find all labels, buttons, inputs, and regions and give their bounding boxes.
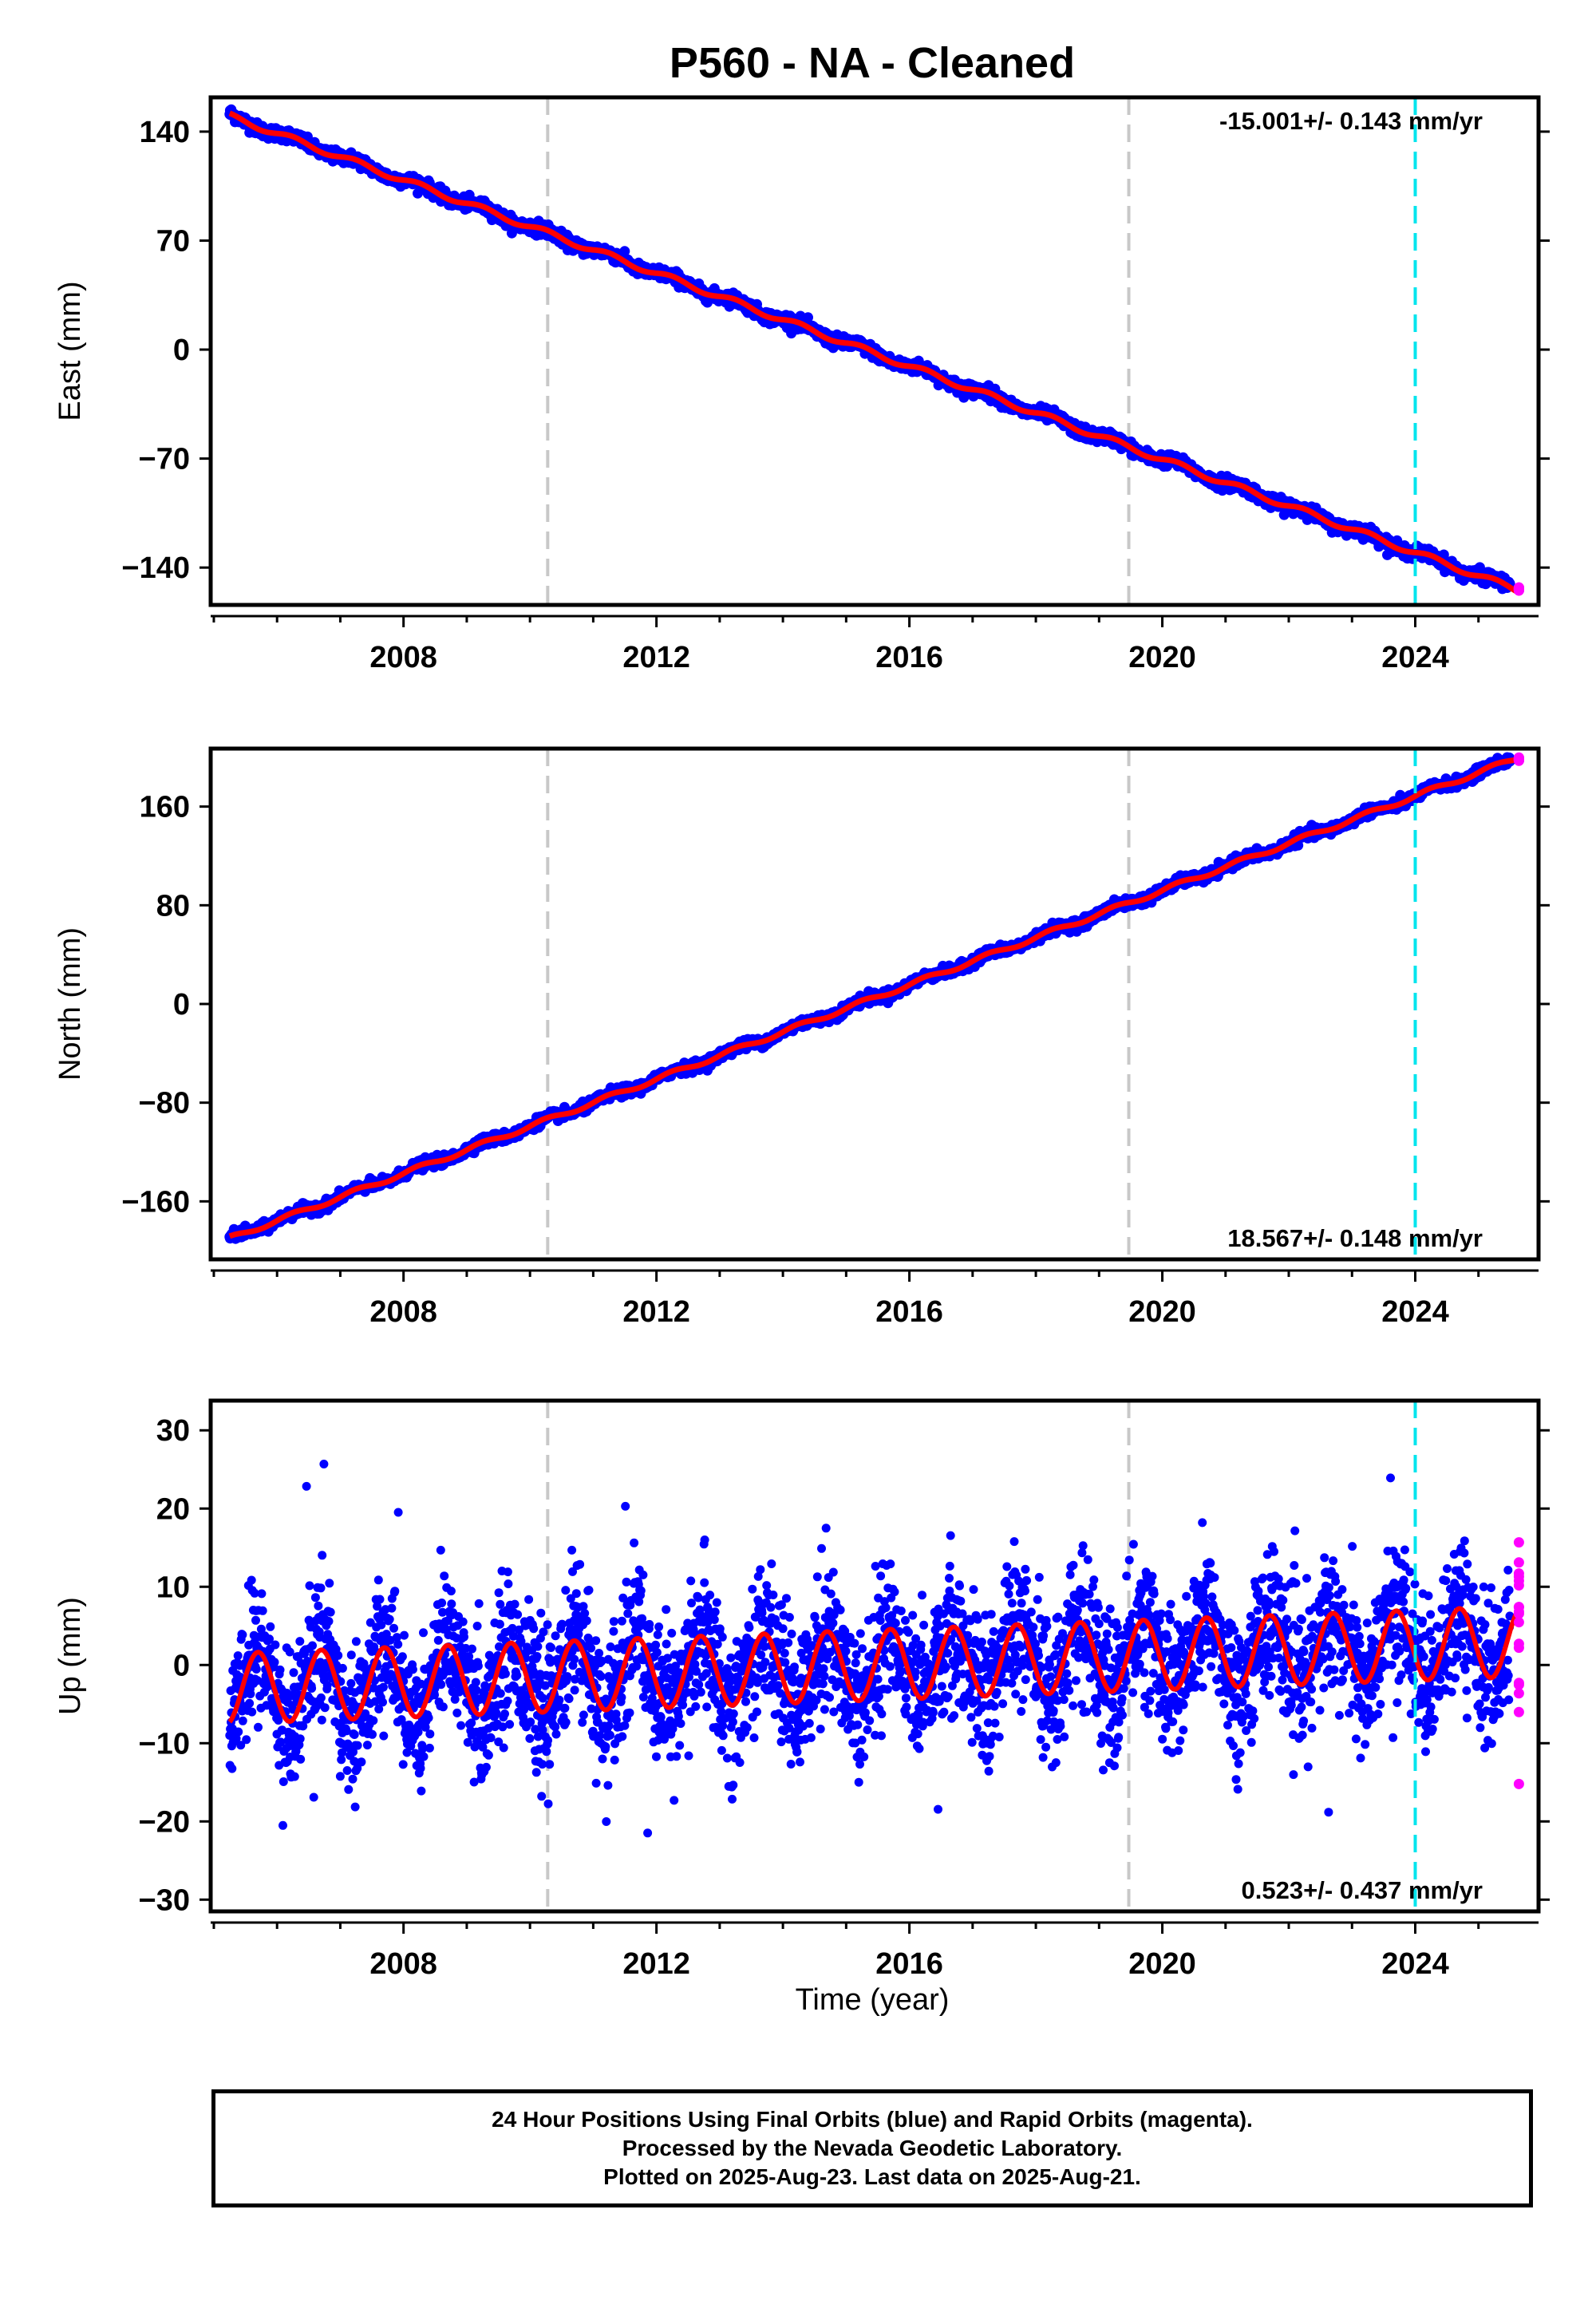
final-orbit-point xyxy=(247,1575,256,1585)
x-tick-label: 2012 xyxy=(622,641,690,674)
final-orbit-point xyxy=(242,1735,251,1745)
y-tick-label: 140 xyxy=(140,116,190,149)
plot-area xyxy=(225,1401,1524,1911)
final-orbit-point xyxy=(227,1764,237,1773)
y-tick-label: 70 xyxy=(156,224,190,258)
plot-frame xyxy=(208,95,1541,607)
final-orbit-point xyxy=(245,1698,255,1708)
final-orbit-point xyxy=(233,1651,243,1661)
y-axis-label: East (mm) xyxy=(53,281,87,421)
x-tick-label: 2020 xyxy=(1128,1295,1196,1329)
x-tick-label: 2024 xyxy=(1381,641,1449,674)
final-orbit-point xyxy=(238,1716,247,1725)
x-tick-label: 2008 xyxy=(369,641,437,674)
x-tick-label: 2016 xyxy=(875,641,943,674)
rapid-orbit-points xyxy=(1513,582,1524,596)
y-tick-label: −140 xyxy=(121,551,190,585)
final-orbit-points xyxy=(225,1460,1515,1838)
y-tick-label: −80 xyxy=(139,1087,190,1120)
final-orbit-point xyxy=(246,1690,255,1698)
rapid-orbit-points xyxy=(1513,752,1524,766)
east-panel: 2008 2012 2016 2020 2024 140 70 0 −70 −140 East (m… xyxy=(53,95,1550,674)
plot-area xyxy=(224,749,1524,1259)
final-orbit-point xyxy=(619,246,630,257)
model-fit-line xyxy=(228,110,1521,596)
x-tick-label: 2008 xyxy=(369,1295,437,1329)
final-orbit-point xyxy=(247,1707,257,1717)
y-tick-label: 0 xyxy=(173,334,190,367)
final-orbit-point xyxy=(803,312,813,323)
final-orbit-point xyxy=(234,1727,243,1737)
x-tick-label: 2012 xyxy=(622,1295,690,1329)
y-axis-label: North (mm) xyxy=(53,927,87,1081)
y-tick-label: −160 xyxy=(121,1185,190,1219)
velocity-label: -15.001+/- 0.143 mm/yr xyxy=(1219,107,1483,135)
y-tick-label: 160 xyxy=(140,791,190,824)
x-tick-label: 2024 xyxy=(1381,1295,1449,1329)
rapid-orbit-point xyxy=(1513,752,1524,763)
rapid-orbit-point xyxy=(1513,585,1524,596)
chart-title: P560 - NA - Cleaned xyxy=(670,39,1075,87)
final-orbit-point xyxy=(251,1615,260,1625)
final-orbit-point xyxy=(238,1630,247,1639)
north-panel: 2008 2012 2016 2020 2024 160 80 0 −80 −160 North (… xyxy=(53,746,1550,1329)
y-tick-label: 80 xyxy=(156,889,190,923)
plot-area xyxy=(224,97,1524,605)
x-tick-label: 2020 xyxy=(1128,641,1196,674)
model-fit-line xyxy=(228,756,1521,1239)
velocity-label: 18.567+/- 0.148 mm/yr xyxy=(1227,1224,1483,1252)
y-tick-label: 0 xyxy=(173,988,190,1022)
y-tick-label: −70 xyxy=(139,443,190,476)
x-tick-label: 2016 xyxy=(875,1295,943,1329)
